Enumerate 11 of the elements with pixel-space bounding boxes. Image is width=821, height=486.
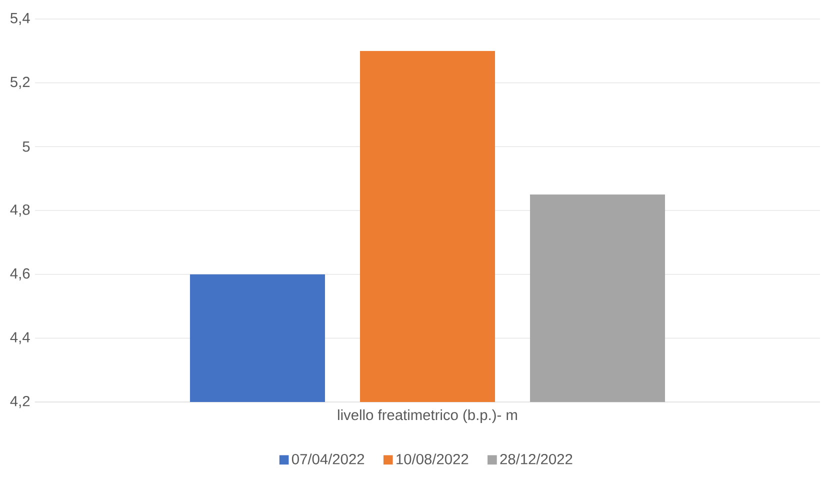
x-tick-label: livello freatimetrico (b.p.)- m [338,409,517,424]
legend-label: 07/04/2022 [292,454,364,464]
legend-label: 28/12/2022 [500,454,572,464]
y-tick-label: 4,6 [10,268,30,280]
y-tick-label: 5,4 [10,13,30,25]
y-tick-label: 4,4 [10,332,30,344]
y-tick-label: 4,8 [10,204,30,217]
y-tick-label: 5,2 [10,76,30,89]
y-tick-label: 4,2 [10,396,30,408]
legend-label: 10/08/2022 [396,454,468,464]
y-tick-label: 5 [22,142,30,152]
